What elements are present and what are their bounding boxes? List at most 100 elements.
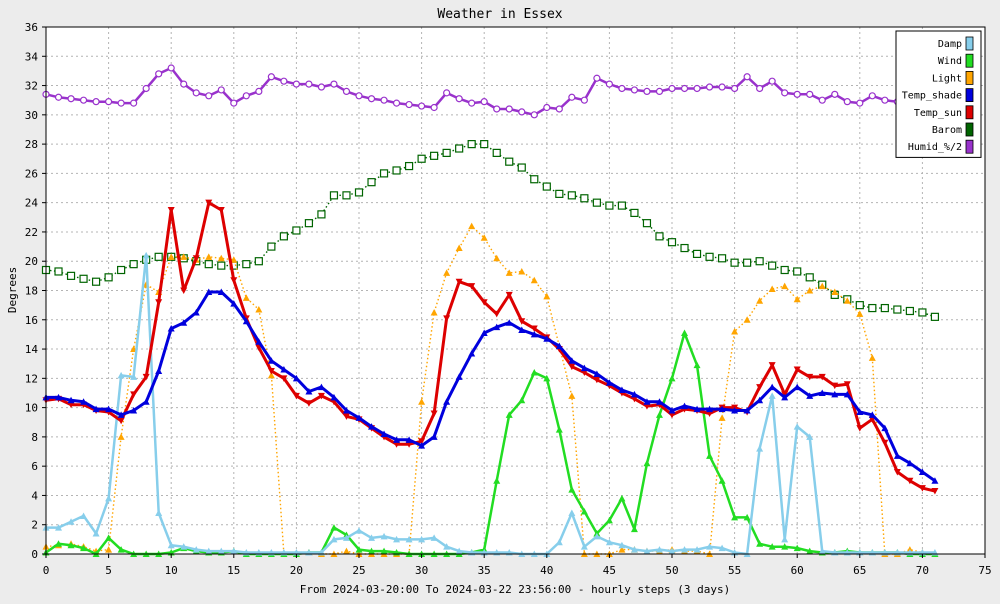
legend-item: Temp_sun bbox=[914, 105, 974, 120]
data-point bbox=[80, 398, 88, 405]
data-point bbox=[567, 191, 576, 200]
data-point bbox=[843, 381, 851, 388]
data-point bbox=[92, 98, 100, 106]
data-point bbox=[805, 273, 814, 282]
data-point bbox=[91, 277, 101, 286]
legend-swatch bbox=[965, 105, 974, 120]
data-point bbox=[155, 367, 163, 375]
data-point bbox=[681, 329, 689, 336]
data-point bbox=[856, 310, 864, 317]
legend-label: Damp bbox=[938, 39, 962, 50]
data-point bbox=[442, 148, 451, 157]
data-point bbox=[518, 326, 526, 334]
legend-label: Temp_shade bbox=[902, 91, 962, 102]
data-point bbox=[755, 257, 764, 266]
data-point bbox=[743, 316, 751, 323]
data-point bbox=[768, 392, 776, 399]
data-point bbox=[893, 305, 902, 314]
x-tick-label: 25 bbox=[352, 564, 365, 577]
data-point bbox=[317, 210, 326, 219]
data-point bbox=[155, 70, 163, 78]
data-point bbox=[593, 74, 601, 82]
data-point bbox=[180, 543, 188, 550]
data-point bbox=[881, 439, 889, 447]
y-tick-label: 22 bbox=[25, 226, 38, 239]
data-point bbox=[718, 405, 726, 413]
data-point bbox=[342, 413, 350, 420]
x-tick-label: 0 bbox=[43, 564, 50, 577]
data-point bbox=[781, 89, 789, 97]
data-point bbox=[793, 423, 801, 430]
data-point bbox=[317, 383, 325, 391]
data-point bbox=[843, 390, 851, 398]
data-point bbox=[580, 364, 588, 372]
data-point bbox=[192, 308, 200, 316]
data-point bbox=[279, 232, 288, 241]
data-point bbox=[655, 232, 664, 241]
x-tick-label: 10 bbox=[165, 564, 178, 577]
data-point bbox=[443, 315, 451, 322]
data-point bbox=[680, 243, 689, 253]
data-point bbox=[392, 99, 401, 107]
data-point bbox=[280, 366, 288, 373]
data-point bbox=[154, 252, 163, 261]
data-point bbox=[593, 532, 601, 540]
data-point bbox=[217, 86, 225, 94]
x-tick-label: 35 bbox=[478, 564, 491, 577]
data-point bbox=[518, 108, 526, 116]
data-point bbox=[80, 512, 88, 519]
data-point bbox=[518, 396, 526, 404]
data-point bbox=[493, 105, 501, 113]
data-point bbox=[79, 96, 88, 104]
data-point bbox=[354, 188, 364, 197]
data-point bbox=[643, 459, 651, 467]
data-point bbox=[605, 379, 613, 386]
x-tick-label: 30 bbox=[415, 564, 428, 577]
data-point bbox=[92, 530, 100, 537]
data-point bbox=[204, 260, 213, 269]
data-point bbox=[342, 547, 350, 555]
data-point bbox=[305, 388, 313, 395]
data-point bbox=[706, 452, 714, 459]
data-point bbox=[806, 392, 814, 399]
data-point bbox=[330, 524, 338, 531]
data-point bbox=[104, 273, 113, 282]
x-tick-label: 5 bbox=[105, 564, 112, 577]
data-point bbox=[155, 299, 163, 306]
data-point bbox=[468, 222, 476, 230]
data-point bbox=[756, 84, 764, 93]
data-point bbox=[430, 103, 438, 112]
data-point bbox=[418, 442, 426, 449]
data-point bbox=[530, 368, 538, 376]
data-point bbox=[130, 373, 138, 380]
legend-item: Wind bbox=[938, 53, 974, 68]
data-point bbox=[480, 140, 489, 149]
data-point bbox=[868, 411, 876, 418]
data-point bbox=[530, 325, 538, 333]
data-point bbox=[167, 541, 175, 549]
data-point bbox=[630, 208, 639, 218]
data-point bbox=[655, 411, 663, 418]
data-point bbox=[856, 408, 864, 416]
y-tick-label: 26 bbox=[25, 167, 38, 180]
data-point bbox=[79, 274, 88, 283]
data-point bbox=[255, 306, 263, 313]
data-point bbox=[831, 90, 839, 98]
x-tick-label: 70 bbox=[916, 564, 929, 577]
data-point bbox=[392, 166, 401, 175]
data-point bbox=[292, 226, 301, 235]
x-tick-label: 40 bbox=[540, 564, 553, 577]
data-point bbox=[643, 398, 651, 405]
y-tick-label: 0 bbox=[31, 548, 38, 561]
y-tick-label: 18 bbox=[25, 285, 38, 298]
data-point bbox=[806, 287, 814, 294]
data-point bbox=[493, 310, 501, 318]
data-point bbox=[304, 219, 314, 228]
data-point bbox=[393, 441, 401, 448]
y-tick-label: 14 bbox=[25, 343, 39, 356]
data-point bbox=[418, 102, 426, 110]
data-point bbox=[330, 535, 338, 543]
data-point bbox=[130, 407, 138, 414]
legend-swatch bbox=[965, 36, 974, 51]
